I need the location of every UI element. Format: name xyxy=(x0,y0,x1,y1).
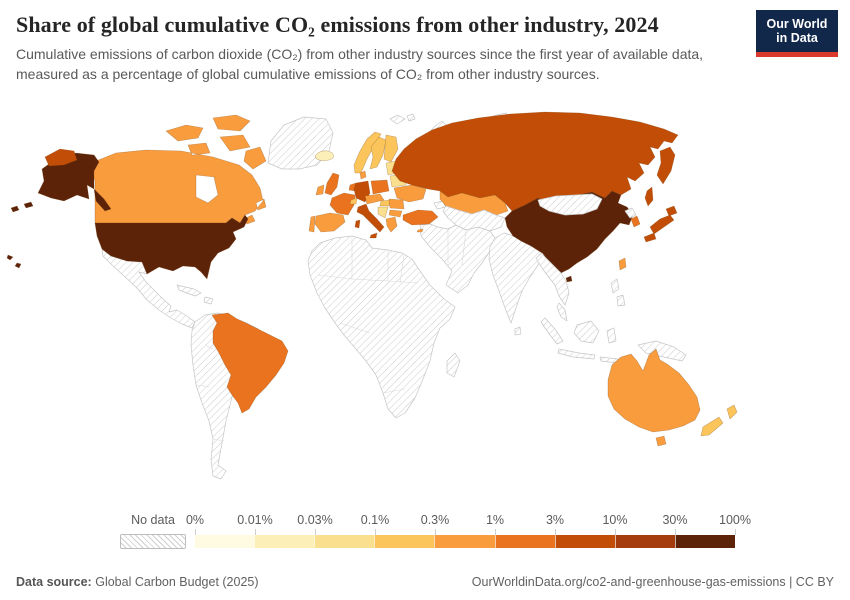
legend-tick-line xyxy=(315,529,316,535)
region-indonesia[interactable] xyxy=(540,317,619,364)
legend-tick-label: 0.1% xyxy=(360,513,390,527)
credit-link[interactable]: OurWorldinData.org/co2-and-greenhouse-ga… xyxy=(471,575,834,589)
country-greece[interactable] xyxy=(385,216,398,233)
data-source-value[interactable]: Global Carbon Budget (2025) xyxy=(95,575,259,589)
region-africa[interactable] xyxy=(307,235,456,419)
legend-tick-line xyxy=(375,529,376,535)
legend-tick-label: 30% xyxy=(662,513,688,527)
legend-tick-label: 0.03% xyxy=(297,513,333,527)
chart-header: Share of global cumulative CO₂ emissions… xyxy=(16,12,740,85)
country-france[interactable] xyxy=(329,192,356,216)
region-north-korea[interactable] xyxy=(624,207,637,219)
legend-tick-line xyxy=(675,529,676,535)
country-taiwan[interactable] xyxy=(618,257,627,271)
country-portugal[interactable] xyxy=(308,215,316,233)
legend-tick-label: 1% xyxy=(485,513,505,527)
country-united-states[interactable] xyxy=(94,214,249,280)
chart-subtitle: Cumulative emissions of carbon dioxide (… xyxy=(16,46,704,82)
country-poland[interactable] xyxy=(370,179,390,195)
no-data-label: No data xyxy=(131,513,175,527)
owid-logo-line1: Our World xyxy=(766,17,828,31)
country-finland[interactable] xyxy=(383,134,399,163)
legend-bin[interactable] xyxy=(374,535,435,548)
legend-bin[interactable] xyxy=(314,535,375,548)
legend-tick-label: 100% xyxy=(719,513,751,527)
country-romania[interactable] xyxy=(388,198,405,210)
legend-tick-label: 10% xyxy=(602,513,628,527)
legend-tick-line xyxy=(435,529,436,535)
country-cyprus[interactable] xyxy=(416,228,424,233)
legend-tick-label: 3% xyxy=(545,513,565,527)
country-iceland[interactable] xyxy=(315,150,334,161)
map-legend: No data 0% 0.01% 0.03% 0.1% 0.3% 1% 3% 10% 30% 10… xyxy=(0,513,850,553)
no-data-swatch[interactable] xyxy=(120,534,186,549)
legend-bin[interactable] xyxy=(674,535,735,548)
page-title: Share of global cumulative CO₂ emissions… xyxy=(16,12,659,37)
country-balkans[interactable] xyxy=(377,206,389,219)
country-australia[interactable] xyxy=(607,348,701,433)
legend-tick-label: 0% xyxy=(185,513,205,527)
country-south-korea[interactable] xyxy=(630,215,641,228)
data-source[interactable]: Data source: Global Carbon Budget (2025) xyxy=(16,575,259,589)
owid-logo-line2: in Data xyxy=(776,31,818,46)
country-united-states-hawaii[interactable] xyxy=(6,254,22,269)
data-source-label: Data source: xyxy=(16,575,92,589)
legend-tick-line xyxy=(255,529,256,535)
region-central-asia[interactable] xyxy=(442,205,506,232)
country-denmark[interactable] xyxy=(359,170,367,180)
legend-bar xyxy=(195,535,735,548)
legend-tick-label: 0.01% xyxy=(237,513,273,527)
world-map xyxy=(6,111,738,480)
country-japan[interactable] xyxy=(643,205,678,243)
country-bulgaria[interactable] xyxy=(388,209,403,218)
owid-logo[interactable]: Our World in Data xyxy=(756,10,838,57)
country-switzerland[interactable] xyxy=(349,197,358,205)
country-italy[interactable] xyxy=(354,203,385,239)
chart-footer: Data source: Global Carbon Budget (2025)… xyxy=(16,575,834,589)
region-southeast-asia[interactable] xyxy=(535,252,570,322)
country-hungary[interactable] xyxy=(379,199,391,207)
region-mongolia[interactable] xyxy=(537,193,603,216)
region-madagascar[interactable] xyxy=(446,352,461,378)
legend-no-data: No data xyxy=(120,513,186,549)
country-canada[interactable] xyxy=(87,114,267,225)
country-spain[interactable] xyxy=(314,212,346,233)
country-united-kingdom[interactable] xyxy=(324,172,340,196)
region-philippines[interactable] xyxy=(610,278,626,307)
region-svalbard[interactable] xyxy=(389,113,416,125)
country-new-zealand[interactable] xyxy=(700,404,738,437)
legend-tick-line xyxy=(735,529,736,535)
region-sri-lanka[interactable] xyxy=(514,326,522,336)
region-new-guinea[interactable] xyxy=(637,340,687,362)
country-united-states-alaska[interactable] xyxy=(10,152,112,213)
legend-tick-line xyxy=(195,529,196,535)
region-middle-east[interactable] xyxy=(419,223,496,294)
legend-tick-line xyxy=(555,529,556,535)
legend-tick-line xyxy=(615,529,616,535)
region-caribbean[interactable] xyxy=(176,284,214,305)
legend-bin[interactable] xyxy=(494,535,555,548)
legend-tick-line xyxy=(495,529,496,535)
country-sweden[interactable] xyxy=(369,136,387,170)
legend-bin[interactable] xyxy=(195,535,255,548)
region-greenland[interactable] xyxy=(267,116,334,170)
inner-country-borders-middle-east xyxy=(447,229,467,266)
legend-scale: 0% 0.01% 0.03% 0.1% 0.3% 1% 3% 10% 30% 100% xyxy=(186,513,751,551)
legend-tick-label: 0.3% xyxy=(420,513,450,527)
country-australia-tasmania[interactable] xyxy=(655,435,667,447)
country-austria-czechia[interactable] xyxy=(364,193,385,205)
country-turkey[interactable] xyxy=(402,209,439,226)
country-russia[interactable] xyxy=(44,111,679,212)
legend-bin[interactable] xyxy=(434,535,495,548)
legend-bin[interactable] xyxy=(254,535,315,548)
inner-country-borders-africa xyxy=(317,236,419,394)
country-ireland[interactable] xyxy=(315,184,325,196)
legend-bin[interactable] xyxy=(614,535,675,548)
legend-bin[interactable] xyxy=(554,535,615,548)
country-brazil[interactable] xyxy=(211,312,289,414)
inner-country-borders-south-america xyxy=(195,344,225,442)
